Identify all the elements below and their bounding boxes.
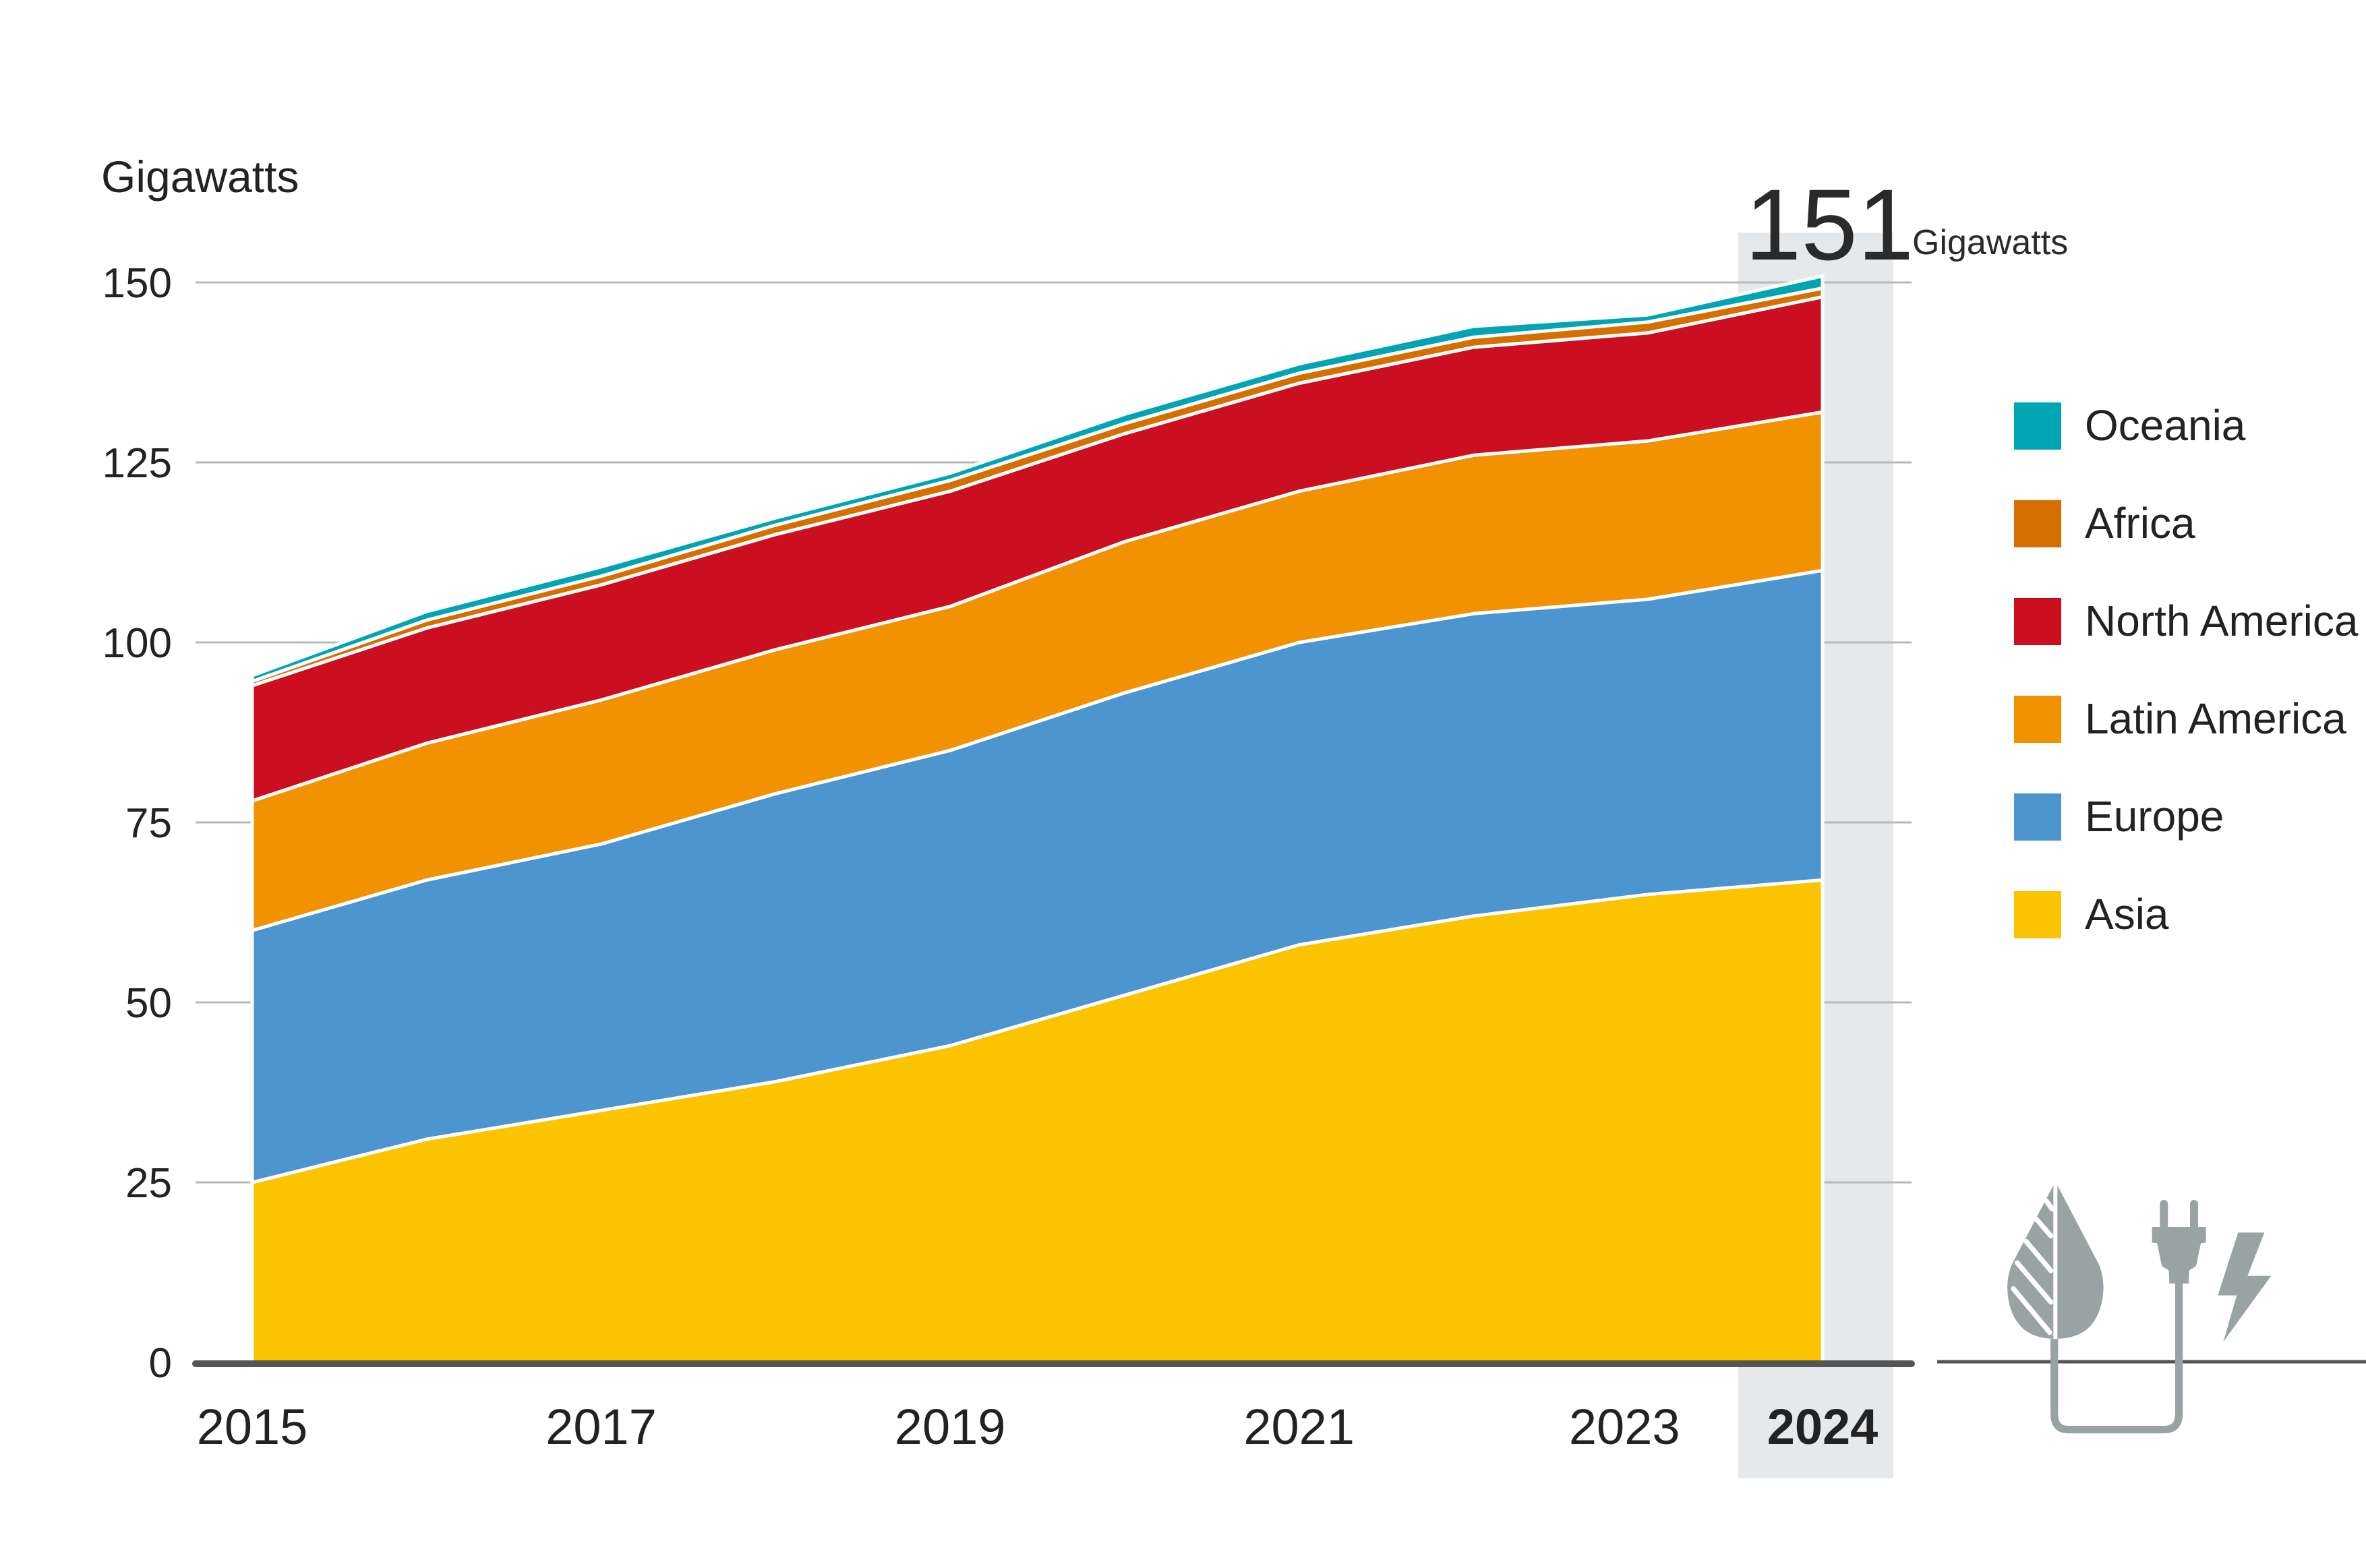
total-value-annotation: 151	[1745, 168, 1914, 281]
energy-icons	[2007, 1181, 2272, 1434]
legend-item-asia: Asia	[2014, 890, 2169, 938]
y-tick-label: 125	[102, 440, 172, 487]
legend-item-north-america: North America	[2014, 597, 2359, 645]
legend: Oceania Africa North America Latin America E…	[2014, 401, 2359, 938]
leaf-drop-icon	[2007, 1181, 2104, 1339]
legend-label: Oceania	[2085, 401, 2246, 450]
y-axis-title: Gigawatts	[101, 152, 299, 202]
legend-item-africa: Africa	[2014, 499, 2195, 547]
y-tick-label: 150	[102, 260, 172, 307]
legend-swatch	[2014, 696, 2061, 743]
area-oceania	[250, 274, 1825, 684]
y-tick-label: 75	[125, 800, 172, 847]
x-tick-label: 2019	[895, 1399, 1006, 1455]
legend-label: Africa	[2085, 499, 2195, 547]
y-tick-label: 25	[125, 1160, 172, 1207]
y-axis-ticks: 0 25 50 75 100 125 150	[102, 260, 172, 1387]
y-tick-label: 100	[102, 620, 172, 667]
legend-swatch	[2014, 598, 2061, 645]
legend-item-oceania: Oceania	[2014, 401, 2246, 450]
area-series	[250, 274, 1825, 1364]
legend-label: Europe	[2085, 792, 2224, 841]
legend-swatch	[2014, 793, 2061, 841]
x-tick-label: 2021	[1243, 1399, 1355, 1455]
total-unit-annotation: Gigawatts	[1912, 223, 2068, 262]
lightning-icon	[2218, 1232, 2272, 1342]
x-tick-label: 2023	[1569, 1399, 1680, 1455]
x-tick-label: 2024	[1767, 1399, 1879, 1455]
x-tick-label: 2017	[545, 1399, 657, 1455]
legend-swatch	[2014, 500, 2061, 547]
y-tick-label: 50	[125, 980, 172, 1027]
legend-label: Asia	[2085, 890, 2169, 938]
legend-item-europe: Europe	[2014, 792, 2224, 841]
x-tick-label: 2015	[197, 1399, 308, 1455]
legend-item-latin-america: Latin America	[2014, 694, 2346, 743]
plug-icon	[2050, 1199, 2206, 1434]
legend-swatch	[2014, 891, 2061, 938]
legend-label: Latin America	[2085, 694, 2346, 743]
y-tick-label: 0	[149, 1340, 172, 1387]
legend-label: North America	[2085, 597, 2359, 645]
legend-swatch	[2014, 402, 2061, 450]
x-axis-ticks: 2015 2017 2019 2021 2023 2024	[197, 1399, 1879, 1455]
